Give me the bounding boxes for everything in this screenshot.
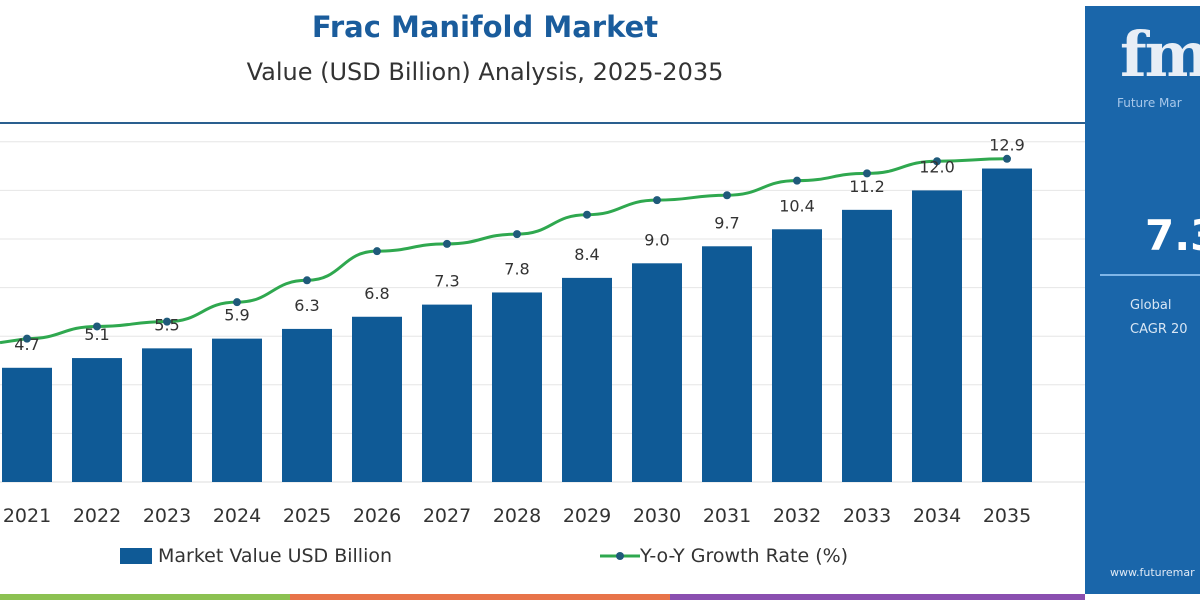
bar-2025 xyxy=(282,328,332,482)
bar-2029 xyxy=(562,277,612,482)
footer-stripe-orange xyxy=(290,594,670,600)
data-label-2029: 8.4 xyxy=(574,245,599,264)
bar-2035 xyxy=(982,168,1032,482)
growth-point-2035 xyxy=(1003,154,1011,163)
cagr-label: Global CAGR 20 xyxy=(1130,294,1188,342)
bar-2026 xyxy=(352,316,402,482)
bar-2024 xyxy=(212,338,262,482)
legend-label-line: Y-o-Y Growth Rate (%) xyxy=(640,545,849,567)
x-tick-2026: 2026 xyxy=(353,505,401,527)
x-tick-2035: 2035 xyxy=(983,505,1031,527)
footer-stripe-green xyxy=(0,594,290,600)
x-tick-2033: 2033 xyxy=(843,505,891,527)
legend-swatch-line xyxy=(600,552,640,560)
data-label-2031: 9.7 xyxy=(714,213,739,232)
data-label-2027: 7.3 xyxy=(434,272,459,291)
data-label-2030: 9.0 xyxy=(644,230,669,249)
title-divider xyxy=(0,122,1085,124)
x-tick-2034: 2034 xyxy=(913,505,961,527)
bar-2028 xyxy=(492,292,542,482)
data-label-2024: 5.9 xyxy=(224,306,249,325)
growth-point-2021 xyxy=(23,334,31,343)
brand-name: Future Mar xyxy=(1117,96,1182,110)
bar-2033 xyxy=(842,209,892,482)
x-tick-2029: 2029 xyxy=(563,505,611,527)
data-label-2035: 12.9 xyxy=(989,136,1025,155)
bar-2021 xyxy=(2,367,52,482)
growth-point-2023 xyxy=(163,317,171,326)
growth-point-2030 xyxy=(653,196,661,205)
cagr-label-line1: Global xyxy=(1130,298,1172,313)
growth-point-2024 xyxy=(233,298,241,307)
legend-item-bar: Market Value USD Billion xyxy=(120,545,392,567)
growth-point-2022 xyxy=(93,322,101,331)
growth-point-2026 xyxy=(373,247,381,256)
data-label-2023: 5.5 xyxy=(154,315,179,334)
x-tick-2021: 2021 xyxy=(3,505,51,527)
growth-point-2028 xyxy=(513,230,521,239)
data-label-2028: 7.8 xyxy=(504,259,529,278)
legend-item-line: Y-o-Y Growth Rate (%) xyxy=(600,545,848,567)
bar-2022 xyxy=(72,358,122,482)
data-label-2026: 6.8 xyxy=(364,284,389,303)
x-tick-2032: 2032 xyxy=(773,505,821,527)
bar-2027 xyxy=(422,304,472,482)
cagr-label-line2: CAGR 20 xyxy=(1130,322,1188,337)
website-url: www.futuremar xyxy=(1110,566,1195,579)
data-label-2025: 6.3 xyxy=(294,296,319,315)
bar-2030 xyxy=(632,263,682,482)
chart-title: Frac Manifold Market xyxy=(311,10,659,44)
data-label-2033: 11.2 xyxy=(849,177,885,196)
bar-2034 xyxy=(912,190,962,482)
data-label-2021: 4.7 xyxy=(14,335,39,354)
bar-2023 xyxy=(142,348,192,482)
chart-area: 4.7 5.1 5.5 5.9 6.3 6.8 7.3 7.8 8.4 9.0 9.7 10.4 11.… xyxy=(0,136,1085,527)
bar-2031 xyxy=(702,246,752,482)
footer-stripe-purple xyxy=(670,594,1085,600)
x-tick-2028: 2028 xyxy=(493,505,541,527)
growth-point-2025 xyxy=(303,276,311,285)
x-tick-2030: 2030 xyxy=(633,505,681,527)
growth-point-2031 xyxy=(723,191,731,200)
legend-label-bar: Market Value USD Billion xyxy=(158,545,393,567)
info-panel: fm Future Mar 7.3 Global CAGR 20 www.futu… xyxy=(1085,6,1200,594)
x-tick-2027: 2027 xyxy=(423,505,471,527)
x-tick-2025: 2025 xyxy=(283,505,331,527)
cagr-value: 7.3 xyxy=(1145,211,1200,260)
growth-point-2033 xyxy=(863,169,871,178)
x-tick-2023: 2023 xyxy=(143,505,191,527)
growth-point-2027 xyxy=(443,239,451,248)
data-label-2032: 10.4 xyxy=(779,196,815,215)
x-tick-2031: 2031 xyxy=(703,505,751,527)
data-label-2034: 12.0 xyxy=(919,157,955,176)
chart-subtitle: Value (USD Billion) Analysis, 2025-2035 xyxy=(246,58,724,86)
fmi-logo: fm xyxy=(1120,18,1200,91)
growth-point-2029 xyxy=(583,210,591,219)
data-label-2022: 5.1 xyxy=(84,325,109,344)
panel-divider xyxy=(1100,274,1200,276)
x-tick-2022: 2022 xyxy=(73,505,121,527)
growth-point-2032 xyxy=(793,176,801,185)
growth-point-2034 xyxy=(933,157,941,166)
bar-2032 xyxy=(772,229,822,482)
x-tick-2024: 2024 xyxy=(213,505,261,527)
legend-swatch-bar xyxy=(120,548,152,564)
